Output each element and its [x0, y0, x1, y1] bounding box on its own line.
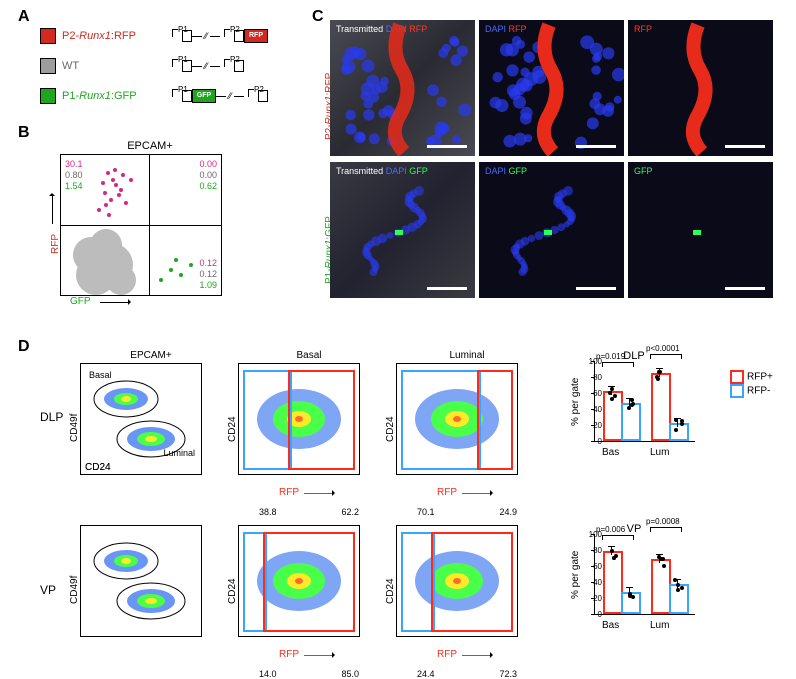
construct-row: P2-Runx1:RFP P1⁄⁄P2RFP: [40, 24, 290, 48]
microscopy-image: Transmitted DAPI RFP: [330, 20, 475, 156]
rfp-plot: CD24: [396, 363, 518, 475]
microscopy-image: Transmitted DAPI GFP: [330, 162, 475, 298]
panel-b-xarrow: [100, 302, 130, 303]
panel-b-plot: 30.10.801.54 0.000.000.62 0.120.121.09: [60, 154, 222, 296]
construct-label: WT: [62, 60, 162, 72]
x-arrow: [462, 493, 492, 494]
scale-bar: [576, 287, 616, 290]
panel-b: EPCAM+ RFP: [60, 140, 240, 310]
flow-row: DLPEPCAM+BasalLuminalCD49fCD24BasalCD243…: [40, 350, 780, 503]
scale-bar: [725, 287, 765, 290]
scale-bar: [427, 287, 467, 290]
microscopy-image: GFP: [628, 162, 773, 298]
rfp-plot: CD24: [238, 525, 360, 637]
epcam-plot: CD49f: [80, 525, 202, 637]
microscopy-image: DAPI RFP: [479, 20, 624, 156]
panel-d-label: D: [18, 338, 30, 356]
panel-b-q4: 0.120.121.09: [199, 258, 217, 291]
panel-b-yarrow: [52, 194, 53, 224]
bar-chart: DLP020406080100% per gateBasLump=0.019p<…: [564, 350, 704, 460]
construct-label: P2-Runx1:RFP: [62, 30, 162, 42]
gene-schema: P1⁄⁄P2RFP: [168, 29, 268, 43]
plot-title: Basal: [296, 350, 321, 361]
microscopy-image: DAPI GFP: [479, 162, 624, 298]
panel-b-xaxis: GFP: [70, 296, 91, 307]
figure-root: A P2-Runx1:RFP P1⁄⁄P2RFP WT P1⁄⁄P2 P1-Runx1:…: [0, 0, 796, 673]
scale-bar: [576, 145, 616, 148]
construct-list: P2-Runx1:RFP P1⁄⁄P2RFP WT P1⁄⁄P2 P1-Runx1:GF…: [40, 24, 290, 108]
panel-b-cross-v: [149, 155, 150, 295]
epcam-plot: BasalLuminalCD49f: [80, 363, 202, 475]
microscopy-image: RFP: [628, 20, 773, 156]
flow-row: VPCD49fCD24CD2414.085.0RFPCD2424.472.3RF…: [40, 523, 780, 665]
panel-b-q2: 0.000.000.62: [199, 159, 217, 192]
panel-b-title: EPCAM+: [60, 140, 240, 152]
panel-a-label: A: [18, 8, 30, 26]
panel-c-label: C: [312, 8, 324, 26]
rfp-plot: CD24: [396, 525, 518, 637]
construct-color-box: [40, 28, 56, 44]
legend: RFP+RFP-: [730, 370, 773, 398]
x-arrow: [462, 655, 492, 656]
scale-bar: [725, 145, 765, 148]
scale-bar: [427, 145, 467, 148]
panel-a: P2-Runx1:RFP P1⁄⁄P2RFP WT P1⁄⁄P2 P1-Runx1:GF…: [40, 24, 290, 114]
panel-b-q1: 30.10.801.54: [65, 159, 83, 192]
panel-b-cross-h: [61, 225, 221, 226]
plot-title: Luminal: [449, 350, 484, 361]
gene-schema: P1⁄⁄P2: [168, 59, 244, 73]
construct-row: WT P1⁄⁄P2: [40, 54, 290, 78]
plot-title: EPCAM+: [130, 350, 171, 361]
construct-color-box: [40, 58, 56, 74]
construct-label: P1-Runx1:GFP: [62, 90, 162, 102]
rfp-plot: CD24: [238, 363, 360, 475]
x-arrow: [304, 655, 334, 656]
panel-c-row1: Transmitted DAPI RFPDAPI RFPRFP: [330, 20, 790, 156]
panel-c-row2: Transmitted DAPI GFPDAPI GFPGFP: [330, 162, 790, 298]
bar-chart: VP020406080100% per gateBasLump=0.006p=0…: [564, 523, 704, 633]
panel-c: P2-Runx1:RFP Transmitted DAPI RFPDAPI RF…: [330, 20, 790, 320]
gene-schema: P1GFP⁄⁄P2: [168, 89, 268, 103]
panel-b-label: B: [18, 124, 30, 142]
construct-row: P1-Runx1:GFP P1GFP⁄⁄P2: [40, 84, 290, 108]
panel-d: RFP+RFP-DLPEPCAM+BasalLuminalCD49fCD24Ba…: [40, 350, 780, 660]
x-arrow: [304, 493, 334, 494]
construct-color-box: [40, 88, 56, 104]
